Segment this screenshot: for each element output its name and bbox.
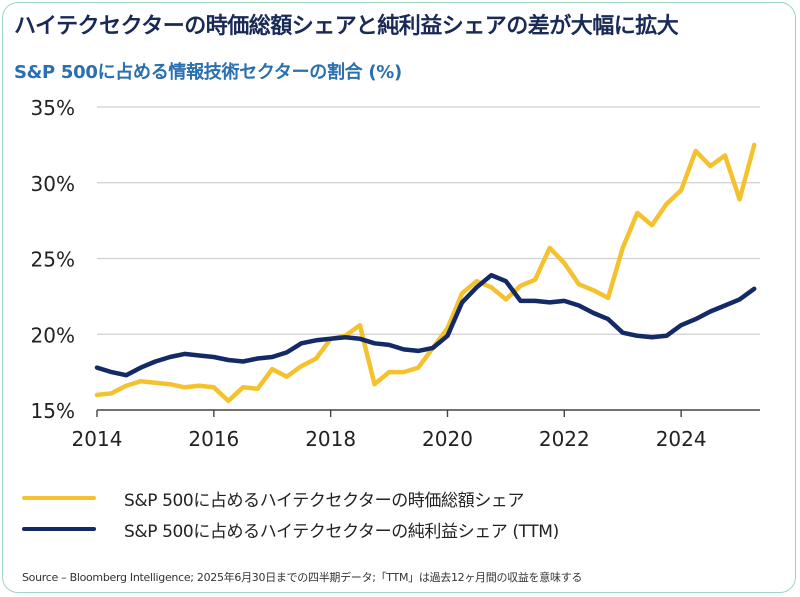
x-tick-label: 2022	[539, 427, 590, 451]
x-tick-label: 2018	[305, 427, 356, 451]
chart-title: ハイテクセクターの時価総額シェアと純利益シェアの差が大幅に拡大	[14, 14, 679, 39]
x-tick-label: 2014	[72, 427, 123, 451]
source-note: Source – Bloomberg Intelligence; 2025年6月…	[22, 571, 583, 584]
legend-item-net-income: S&P 500に占めるハイテクセクターの純利益シェア (TTM)	[22, 517, 559, 542]
y-tick-label: 20%	[31, 323, 75, 347]
x-tick-label: 2024	[656, 427, 707, 451]
y-tick-label: 35%	[31, 96, 75, 120]
series-line-market-cap	[94, 142, 757, 404]
legend-label-net-income: S&P 500に占めるハイテクセクターの純利益シェア (TTM)	[124, 521, 559, 542]
x-tick-label: 2016	[188, 427, 239, 451]
legend-label-market-cap: S&P 500に占めるハイテクセクターの時価総額シェア	[124, 490, 524, 511]
legend-swatch-market-cap	[22, 496, 96, 500]
chart-subtitle: S&P 500に占める情報技術セクターの割合 (%)	[14, 62, 402, 83]
x-tick-label: 2020	[422, 427, 473, 451]
series-line-net-income	[94, 272, 757, 378]
y-tick-label: 15%	[31, 399, 75, 423]
y-tick-label: 30%	[31, 172, 75, 196]
legend-item-market-cap: S&P 500に占めるハイテクセクターの時価総額シェア	[22, 486, 524, 511]
y-tick-label: 25%	[31, 248, 75, 272]
legend-swatch-net-income	[22, 527, 96, 531]
